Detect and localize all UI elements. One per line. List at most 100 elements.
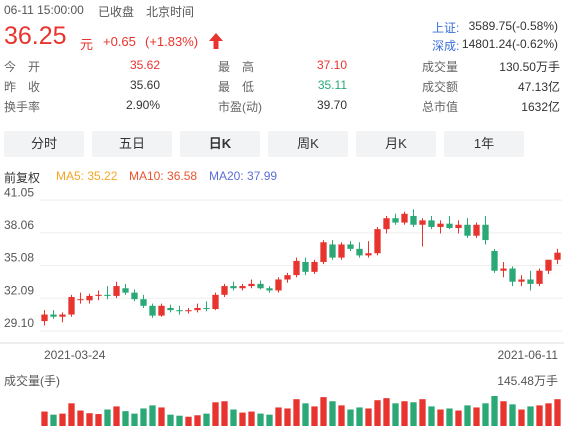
- candle-body: [509, 268, 516, 282]
- candle-body: [464, 224, 471, 236]
- volume-bar: [374, 400, 381, 426]
- candle-body: [383, 218, 390, 230]
- volume-bar: [59, 413, 66, 426]
- volume-bar: [104, 409, 111, 426]
- candle-body: [320, 242, 327, 262]
- candle-body: [536, 270, 543, 284]
- candle-body: [437, 223, 444, 227]
- stat-label: 总市值: [422, 100, 459, 114]
- stat-value: 39.70: [316, 98, 347, 112]
- adjust: 前复权: [4, 171, 41, 185]
- candle-body: [365, 253, 372, 256]
- candle-body: [59, 314, 66, 317]
- tab[interactable]: 分时: [4, 131, 84, 157]
- candle-body: [68, 297, 75, 315]
- volume-bar: [518, 409, 525, 426]
- tab[interactable]: 1年: [444, 131, 524, 157]
- candle-body: [212, 294, 219, 310]
- candle-body: [248, 283, 255, 287]
- volume-bar: [509, 404, 516, 426]
- volume-bar: [392, 403, 399, 426]
- volume-bar: [221, 401, 228, 426]
- tab[interactable]: 五日: [92, 131, 172, 157]
- candle-body: [95, 294, 102, 296]
- stat-label: 市盈(动): [218, 100, 262, 114]
- index-label: 深成:: [432, 39, 460, 53]
- candle-body: [302, 261, 309, 272]
- stat-value: 1632亿: [521, 100, 560, 114]
- candle-body: [167, 307, 174, 311]
- volume-bar: [293, 399, 300, 426]
- volume-bar: [203, 413, 210, 426]
- tab[interactable]: 月K: [356, 131, 436, 157]
- volume-bar: [266, 414, 273, 426]
- candle-body: [419, 220, 426, 225]
- volume-bar: [77, 410, 84, 426]
- volume-bar: [95, 414, 102, 426]
- index-value: 14801.24(-0.62%): [461, 37, 558, 51]
- tab[interactable]: 日K: [180, 131, 260, 157]
- status: 已收盘: [98, 5, 135, 19]
- volume-bar: [473, 407, 480, 426]
- candle-body: [518, 279, 525, 282]
- stat-label: 成交额: [422, 80, 459, 94]
- candle-body: [194, 307, 201, 311]
- candle-body: [275, 279, 282, 291]
- tab[interactable]: 周K: [268, 131, 348, 157]
- y-tick-label: 35.08: [4, 251, 34, 265]
- time: 06-11 15:00:00: [4, 3, 84, 17]
- volume-bar: [437, 409, 444, 426]
- volume-bar: [356, 407, 363, 426]
- candle-body: [266, 288, 273, 291]
- volume-bar: [536, 405, 543, 426]
- vol-title: 成交量(手): [4, 373, 60, 388]
- candle-body: [221, 286, 228, 295]
- candle-body: [185, 310, 192, 312]
- volume-bar: [176, 415, 183, 426]
- candle-body: [41, 314, 48, 322]
- volume-bar: [302, 403, 309, 426]
- candle-body: [446, 223, 453, 229]
- volume-bar: [239, 412, 246, 426]
- volume-bar: [365, 408, 372, 426]
- x-label: 2021-06-11: [498, 348, 559, 362]
- volume-bar: [275, 407, 282, 426]
- volume-bar: [554, 399, 561, 426]
- candle-body: [113, 286, 120, 296]
- candle-body: [158, 305, 165, 316]
- stat-label: 成交量: [422, 60, 459, 74]
- volume-bar: [194, 415, 201, 426]
- unit: 元: [80, 37, 94, 52]
- stat-label: 最 低: [218, 80, 255, 94]
- volume-bar: [41, 411, 48, 426]
- candle-body: [77, 299, 84, 301]
- stat-value: 35.11: [317, 78, 347, 92]
- candle-body: [410, 215, 417, 225]
- index-label: 上证:: [432, 21, 460, 35]
- candle-body: [203, 307, 210, 310]
- candle-body: [176, 310, 183, 312]
- y-tick-label: 29.10: [4, 316, 34, 330]
- candle-body: [230, 286, 237, 289]
- up-arrow: [209, 33, 223, 49]
- candle-body: [455, 224, 462, 229]
- ma-label: MA20: 37.99: [209, 169, 278, 183]
- volume-bar: [230, 409, 237, 426]
- volume-bar: [113, 406, 120, 426]
- volume-bar: [329, 401, 336, 426]
- stat-value: 130.50万手: [499, 60, 560, 74]
- y-tick-label: 41.05: [4, 185, 34, 199]
- stat-label: 今 开: [4, 60, 41, 74]
- volume-bar: [158, 407, 165, 426]
- volume-bar: [50, 414, 57, 426]
- candle-body: [491, 251, 498, 271]
- volume-bar: [212, 402, 219, 426]
- volume-bar: [410, 402, 417, 426]
- volume-bar: [401, 401, 408, 426]
- stat-label: 最 高: [218, 60, 255, 74]
- volume-bar: [428, 406, 435, 426]
- volume-bar: [500, 401, 507, 426]
- candle-body: [473, 224, 480, 236]
- candle-body: [239, 286, 246, 289]
